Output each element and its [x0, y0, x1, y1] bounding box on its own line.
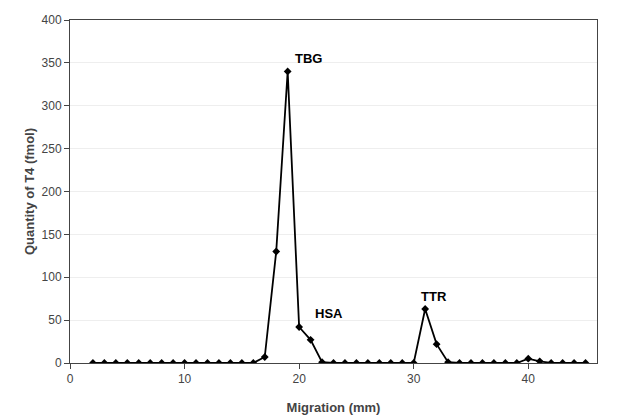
svg-text:Quantity of T4 (fmol): Quantity of T4 (fmol)	[22, 128, 37, 255]
svg-text:40: 40	[522, 372, 536, 386]
svg-text:Migration (mm): Migration (mm)	[287, 400, 381, 415]
svg-text:200: 200	[42, 185, 62, 199]
svg-text:30: 30	[407, 372, 421, 386]
svg-text:0: 0	[55, 356, 62, 370]
svg-text:50: 50	[48, 313, 62, 327]
svg-text:250: 250	[42, 142, 62, 156]
svg-text:TTR: TTR	[421, 289, 447, 304]
svg-text:350: 350	[42, 56, 62, 70]
svg-text:10: 10	[178, 372, 192, 386]
svg-text:100: 100	[42, 270, 62, 284]
svg-text:TBG: TBG	[295, 51, 322, 66]
svg-text:0: 0	[67, 372, 74, 386]
svg-text:20: 20	[292, 372, 306, 386]
svg-text:150: 150	[42, 228, 62, 242]
svg-text:HSA: HSA	[315, 306, 343, 321]
svg-text:300: 300	[42, 99, 62, 113]
svg-text:400: 400	[42, 13, 62, 27]
